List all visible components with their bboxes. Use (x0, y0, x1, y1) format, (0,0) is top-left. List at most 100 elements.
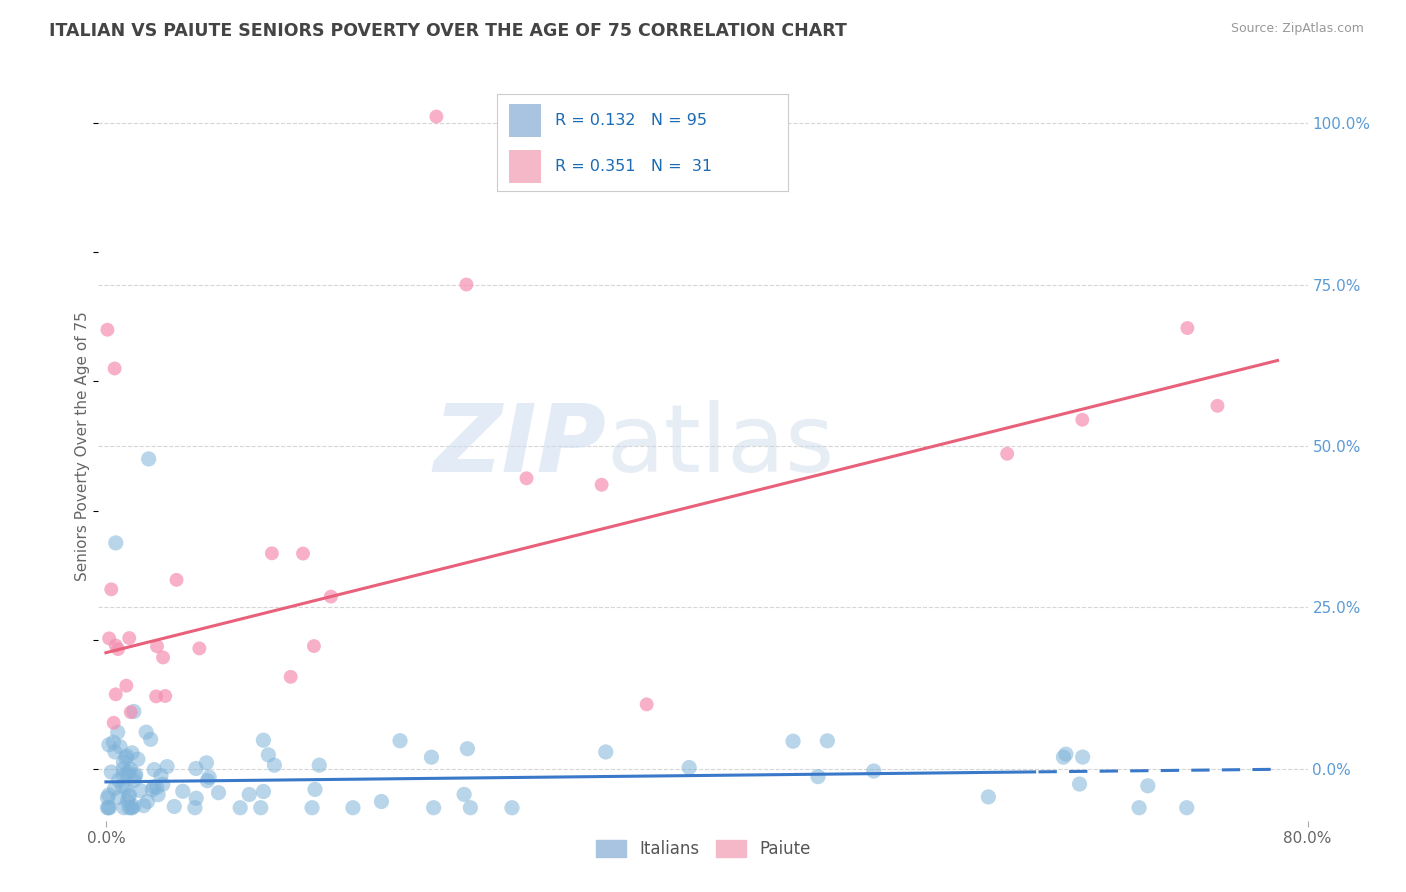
Point (118, 631, 141, 645)
Point (103, 715, 125, 730)
Point (207, 786, 229, 800)
Point (104, 745, 127, 759)
Point (112, 801, 135, 815)
Point (118, 801, 141, 815)
Point (132, 798, 155, 813)
Point (304, 782, 326, 797)
Point (195, 773, 218, 788)
Point (121, 746, 143, 760)
Point (104, 639, 127, 653)
Point (453, 788, 475, 802)
Point (389, 733, 412, 747)
Point (152, 777, 174, 791)
Point (146, 640, 169, 654)
Point (103, 781, 125, 796)
Point (1071, 750, 1094, 764)
Point (117, 789, 139, 804)
Point (370, 795, 392, 809)
Point (252, 733, 274, 747)
Point (124, 769, 146, 783)
Point (257, 747, 280, 762)
Point (98, 801, 121, 815)
Point (112, 755, 135, 769)
Point (125, 767, 148, 781)
Point (97, 801, 120, 815)
Point (136, 795, 159, 809)
Point (100, 764, 122, 779)
Point (195, 756, 218, 770)
Point (292, 547, 315, 561)
Point (163, 799, 186, 814)
Point (501, 801, 523, 815)
Point (1177, 321, 1199, 335)
Point (107, 642, 129, 657)
Point (122, 705, 145, 719)
Point (1206, 399, 1229, 413)
Point (1128, 801, 1150, 815)
Point (198, 770, 221, 784)
Text: Source: ZipAtlas.com: Source: ZipAtlas.com (1230, 22, 1364, 36)
Point (280, 670, 302, 684)
Point (155, 689, 177, 703)
Point (302, 639, 325, 653)
Point (100, 582, 122, 597)
Point (143, 763, 166, 777)
Point (456, 741, 478, 756)
Point (995, 447, 1018, 461)
Point (807, 770, 830, 784)
Point (122, 799, 145, 814)
Point (815, 734, 838, 748)
Point (1052, 750, 1074, 764)
Point (184, 801, 207, 815)
Point (146, 788, 169, 802)
Point (96, 323, 118, 337)
Point (420, 750, 443, 764)
Point (456, 277, 478, 292)
Point (115, 767, 138, 781)
Point (186, 791, 208, 805)
Point (111, 780, 134, 794)
Point (422, 801, 444, 815)
Point (172, 784, 194, 798)
Point (115, 679, 138, 693)
Point (595, 745, 617, 759)
Point (97, 738, 120, 752)
Point (238, 788, 260, 802)
Point (782, 734, 804, 748)
Text: ITALIAN VS PAIUTE SENIORS POVERTY OVER THE AGE OF 75 CORRELATION CHART: ITALIAN VS PAIUTE SENIORS POVERTY OVER T… (49, 22, 846, 40)
Point (591, 477, 613, 491)
Point (1069, 777, 1091, 791)
Point (319, 590, 342, 604)
Point (184, 762, 207, 776)
Point (977, 789, 1000, 804)
Point (678, 760, 700, 774)
Point (107, 725, 129, 739)
Point (104, 361, 127, 376)
Point (115, 750, 138, 764)
Point (115, 780, 138, 794)
Point (342, 801, 364, 815)
Point (425, 110, 447, 124)
Point (1054, 747, 1077, 761)
Point (145, 780, 167, 795)
Point (301, 801, 323, 815)
Point (1136, 779, 1159, 793)
Point (152, 650, 174, 665)
Point (98, 632, 121, 646)
Point (188, 641, 211, 656)
Point (108, 739, 131, 754)
Point (1071, 413, 1094, 427)
Point (135, 725, 157, 739)
Point (120, 762, 142, 776)
Point (104, 687, 127, 701)
Point (142, 780, 165, 794)
Point (139, 732, 162, 747)
Point (112, 768, 135, 782)
Point (166, 573, 188, 587)
Point (636, 698, 658, 712)
Point (121, 801, 143, 815)
Point (104, 536, 127, 550)
Point (145, 690, 167, 704)
Point (460, 801, 482, 815)
Point (127, 752, 149, 766)
